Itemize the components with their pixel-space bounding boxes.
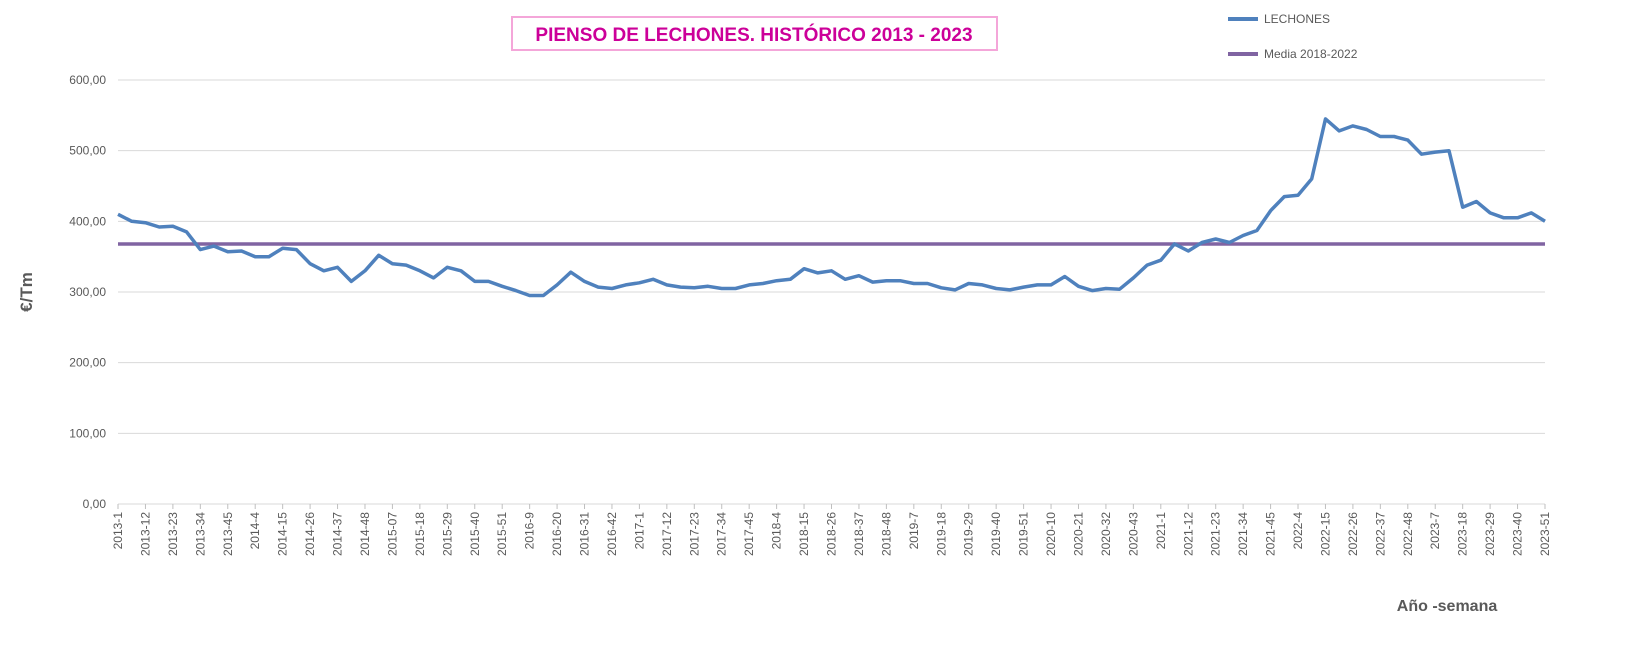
x-tick-label: 2019-18 (934, 512, 948, 556)
legend-label: Media 2018-2022 (1264, 47, 1358, 61)
x-tick-label: 2014-15 (276, 512, 290, 556)
x-tick-label: 2014-48 (358, 512, 372, 556)
x-tick-label: 2015-18 (413, 512, 427, 556)
x-tick-label: 2022-48 (1401, 512, 1415, 556)
x-tick-label: 2022-4 (1291, 512, 1305, 550)
y-tick-label: 600,00 (69, 73, 106, 87)
y-tick-label: 100,00 (69, 426, 106, 440)
x-tick-label: 2021-23 (1209, 512, 1223, 556)
x-tick-label: 2015-51 (495, 512, 509, 556)
x-tick-label: 2019-29 (962, 512, 976, 556)
x-tick-label: 2019-7 (907, 512, 921, 550)
x-tick-label: 2021-12 (1181, 512, 1195, 556)
x-tick-label: 2014-4 (248, 512, 262, 550)
x-tick-label: 2017-34 (715, 512, 729, 556)
x-tick-label: 2021-1 (1154, 512, 1168, 550)
x-tick-label: 2016-9 (523, 512, 537, 550)
x-tick-label: 2023-7 (1428, 512, 1442, 550)
x-tick-label: 2022-37 (1373, 512, 1387, 556)
x-tick-label: 2023-40 (1511, 512, 1525, 556)
x-tick-label: 2017-45 (742, 512, 756, 556)
y-tick-label: 200,00 (69, 356, 106, 370)
x-tick-label: 2022-15 (1318, 512, 1332, 556)
x-tick-label: 2020-43 (1126, 512, 1140, 556)
x-tick-label: 2021-45 (1264, 512, 1278, 556)
x-tick-label: 2016-20 (550, 512, 564, 556)
x-tick-label: 2020-10 (1044, 512, 1058, 556)
x-tick-label: 2014-26 (303, 512, 317, 556)
y-tick-label: 400,00 (69, 214, 106, 228)
x-axis-title: Año -semana (1397, 598, 1498, 615)
x-tick-label: 2022-26 (1346, 512, 1360, 556)
x-tick-label: 2019-40 (989, 512, 1003, 556)
x-tick-label: 2020-21 (1071, 512, 1085, 556)
x-tick-label: 2018-4 (770, 512, 784, 550)
y-axis-title: €/Tm (17, 272, 36, 312)
x-tick-label: 2013-23 (166, 512, 180, 556)
x-tick-label: 2019-51 (1017, 512, 1031, 556)
x-tick-label: 2016-31 (578, 512, 592, 556)
x-tick-label: 2023-29 (1483, 512, 1497, 556)
x-tick-label: 2015-29 (440, 512, 454, 556)
x-tick-label: 2014-37 (331, 512, 345, 556)
x-tick-label: 2018-37 (852, 512, 866, 556)
x-tick-label: 2013-45 (221, 512, 235, 556)
y-tick-label: 300,00 (69, 285, 106, 299)
x-tick-label: 2023-51 (1538, 512, 1552, 556)
legend-label: LECHONES (1264, 12, 1330, 26)
y-tick-label: 500,00 (69, 144, 106, 158)
x-tick-label: 2015-07 (385, 512, 399, 556)
x-tick-label: 2013-34 (193, 512, 207, 556)
x-tick-label: 2023-18 (1456, 512, 1470, 556)
x-tick-label: 2021-34 (1236, 512, 1250, 556)
x-tick-label: 2018-15 (797, 512, 811, 556)
x-tick-label: 2015-40 (468, 512, 482, 556)
x-tick-label: 2017-12 (660, 512, 674, 556)
x-tick-label: 2013-12 (138, 512, 152, 556)
x-tick-label: 2013-1 (111, 512, 125, 550)
x-tick-label: 2017-23 (687, 512, 701, 556)
x-tick-label: 2017-1 (632, 512, 646, 550)
title-box (511, 16, 998, 51)
x-tick-label: 2016-42 (605, 512, 619, 556)
x-tick-label: 2020-32 (1099, 512, 1113, 556)
series-line (117, 117, 1546, 298)
x-tick-label: 2018-26 (825, 512, 839, 556)
y-tick-label: 0,00 (83, 497, 107, 511)
x-tick-label: 2018-48 (879, 512, 893, 556)
chart-title: PIENSO DE LECHONES. HISTÓRICO 2013 - 202… (535, 24, 972, 46)
